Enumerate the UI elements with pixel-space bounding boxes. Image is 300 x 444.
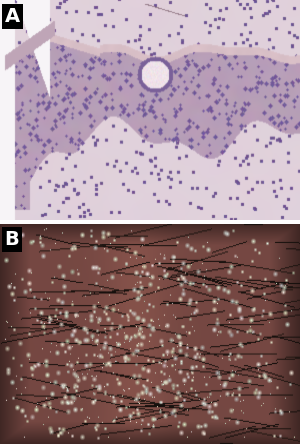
Text: B: B <box>4 230 19 250</box>
Text: A: A <box>4 7 20 26</box>
